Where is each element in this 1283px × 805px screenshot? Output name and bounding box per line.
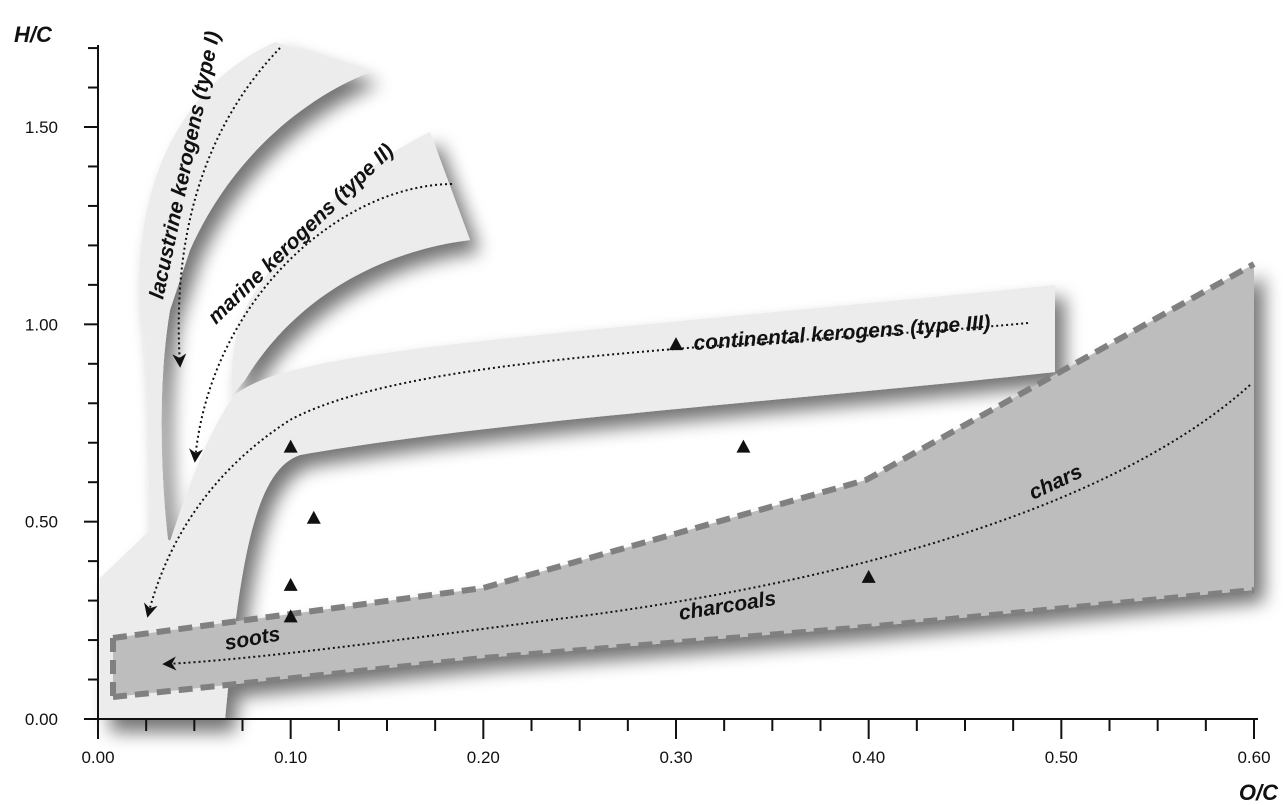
x-tick-label: 0.30 <box>659 748 692 767</box>
lacustrine-kerogen-band <box>139 42 370 540</box>
x-tick-label: 0.40 <box>852 748 885 767</box>
y-tick-label: 0.00 <box>25 710 58 729</box>
data-point-triangle <box>306 510 321 524</box>
y-tick-label: 0.50 <box>25 513 58 532</box>
chars-band-upper-edge <box>112 261 1256 641</box>
data-point-triangle <box>283 439 298 453</box>
x-tick-label: 0.20 <box>467 748 500 767</box>
data-point-triangle <box>283 609 298 623</box>
x-tick-label: 0.00 <box>81 748 114 767</box>
x-axis-ticks: 0.00 0.10 0.20 0.30 0.40 0.50 0.60 <box>81 719 1271 767</box>
y-axis-ticks: 0.00 0.50 1.00 1.50 <box>25 47 98 729</box>
data-point-triangle <box>736 439 751 453</box>
continental-arrow <box>144 322 1029 618</box>
marine-kerogen-band <box>231 132 470 395</box>
lacustrine-arrow <box>172 47 281 368</box>
x-tick-label: 0.10 <box>274 748 307 767</box>
x-tick-label: 0.50 <box>1045 748 1078 767</box>
y-axis-title: H/C <box>14 22 53 47</box>
continental-kerogen-band <box>150 285 1055 720</box>
marine-arrow <box>189 183 453 463</box>
data-point-triangle <box>861 569 876 583</box>
trend-arrows <box>144 47 1251 671</box>
chars-band-borders <box>110 261 1256 700</box>
data-points <box>283 337 876 623</box>
y-tick-label: 1.00 <box>25 315 58 334</box>
x-axis-title: O/C <box>1239 780 1279 805</box>
data-point-triangle <box>283 577 298 591</box>
chars-band-lower-edge <box>112 587 1255 700</box>
regions <box>100 42 1254 720</box>
x-tick-label: 0.60 <box>1237 748 1270 767</box>
y-tick-label: 1.50 <box>25 118 58 137</box>
chars-charcoals-band <box>113 264 1254 697</box>
chars-arrow <box>162 384 1251 671</box>
data-point-triangle <box>669 337 683 351</box>
